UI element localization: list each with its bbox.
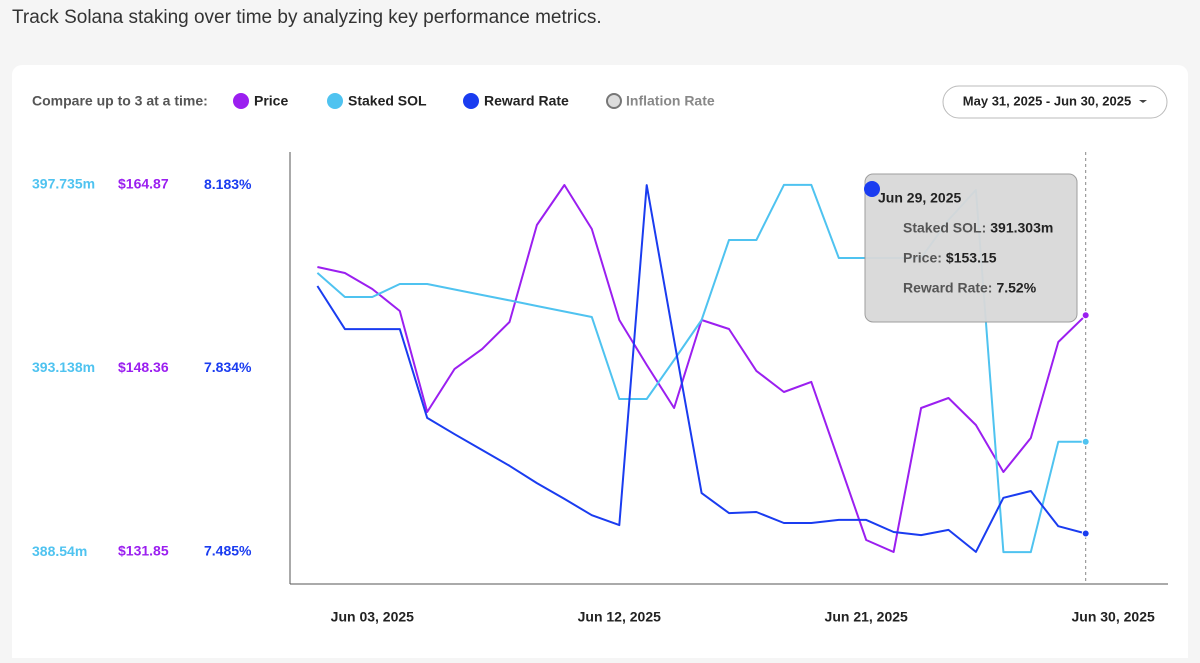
y-tick-label: 388.54m (32, 543, 87, 559)
tooltip-label: Reward Rate: (903, 280, 992, 296)
x-tick-label: Jun 12, 2025 (578, 609, 661, 625)
legend-swatch (463, 93, 479, 109)
legend-swatch (233, 93, 249, 109)
legend-label: Reward Rate (484, 93, 569, 109)
x-tick-label: Jun 03, 2025 (331, 609, 414, 625)
hover-point (1081, 529, 1090, 538)
hover-point (1081, 437, 1090, 446)
tooltip-value: 391.303m (990, 220, 1053, 236)
legend-label: Price (254, 93, 288, 109)
series-line (316, 184, 1086, 553)
legend: Price Staked SOL Reward Rate Inflation Rate (233, 93, 715, 109)
tooltip-box (864, 173, 1078, 323)
tooltip: Jun 29, 2025 Staked SOL: 391.303m Price: $1… (864, 173, 1078, 323)
tooltip-date: Jun 29, 2025 (878, 190, 961, 206)
x-tick-label: Jun 30, 2025 (1071, 609, 1154, 625)
legend-swatch (327, 93, 343, 109)
date-range[interactable]: May 31, 2025 - Jun 30, 2025 (963, 93, 1131, 108)
legend-swatch-inactive (606, 93, 622, 109)
tooltip-label: Staked SOL: (903, 220, 986, 236)
y-tick-label: 393.138m (32, 359, 95, 375)
tooltip-value: 7.52% (996, 280, 1036, 296)
y-tick-label: $164.87 (118, 176, 169, 192)
compare-label: Compare up to 3 at a time: (32, 93, 208, 109)
dropdown-caret (1139, 100, 1147, 103)
y-tick-label: 8.183% (204, 176, 252, 192)
y-tick-label: $148.36 (118, 359, 169, 375)
y-tick-label: 7.834% (204, 359, 252, 375)
card (12, 65, 1188, 663)
y-tick-label: 397.735m (32, 176, 95, 192)
tooltip-value: $153.15 (946, 250, 997, 266)
plot: Jun 03, 2025 Jun 12, 2025 Jun 21, 2025 Jun … (32, 152, 1155, 625)
tooltip-label: Price: (903, 250, 942, 266)
subtitle: Track Solana staking over time by analyz… (12, 7, 602, 28)
hover-point (1081, 311, 1090, 320)
tooltip-marker (864, 181, 880, 197)
x-tick-label: Jun 21, 2025 (825, 609, 908, 625)
y-tick-label: 7.485% (204, 543, 252, 559)
legend-label-inactive: Inflation Rate (626, 93, 715, 109)
y-tick-label: $131.85 (118, 543, 169, 559)
date-picker[interactable] (942, 85, 1168, 119)
legend-label: Staked SOL (348, 93, 427, 109)
